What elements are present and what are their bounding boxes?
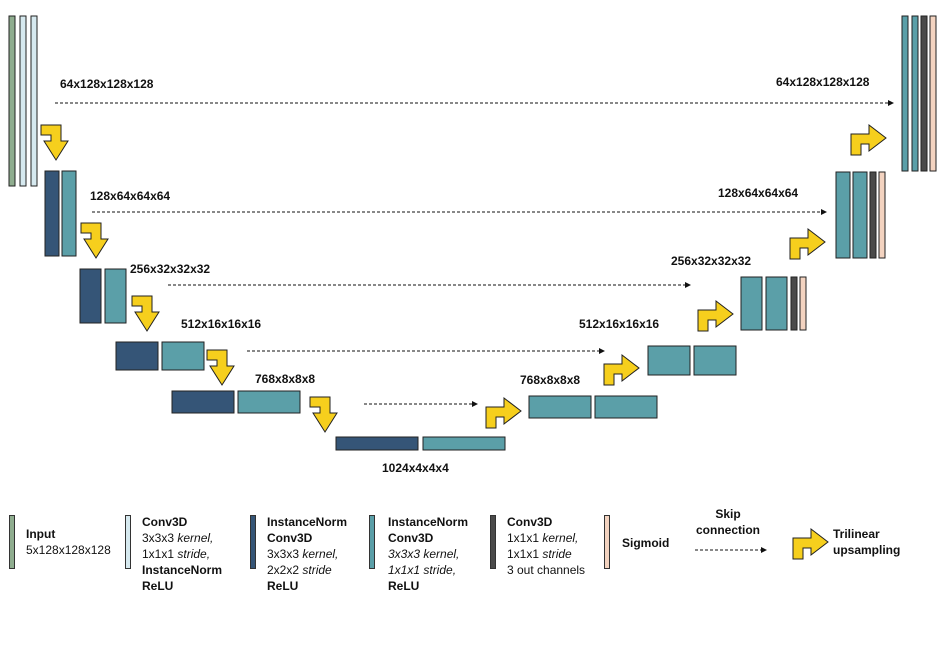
block-bottleneck-conv [422, 436, 506, 451]
size-label-dec4: 512x16x16x16 [579, 317, 660, 331]
legend-final-conv-kernel: 1x1x1 [507, 531, 543, 545]
block-dec4-conv-b [693, 345, 737, 376]
size-label-enc3: 256x32x32x32 [130, 262, 211, 276]
block-bottleneck-down [335, 436, 419, 451]
legend-conv-in-stride-word: stride, [177, 547, 211, 561]
legend-swatch-conv-in-relu [125, 515, 131, 569]
legend-skip: Skip connection [693, 506, 763, 538]
block-enc2-down [44, 170, 60, 257]
size-label-enc2: 128x64x64x64 [90, 189, 171, 203]
legend-upsample-l2: upsampling [833, 543, 901, 557]
block-dec3-conv-a [740, 276, 763, 331]
legend-final-conv-stride-word: stride [542, 547, 572, 561]
legend-inorm-down-l1: InstanceNorm [267, 515, 348, 529]
block-dec5-conv-a [528, 395, 592, 419]
legend-inorm-down: InstanceNorm Conv3D 3x3x3 kernel, 2x2x2 … [267, 514, 347, 594]
block-enc5-down [171, 390, 235, 414]
legend-inorm-conv-l1: InstanceNorm [388, 515, 469, 529]
block-dec3-sigmoid [799, 276, 807, 331]
block-enc3-conv [104, 268, 127, 324]
legend-sigmoid: Sigmoid [622, 535, 669, 551]
legend-conv-in: Conv3D 3x3x3 kernel, 1x1x1 stride, Insta… [142, 514, 222, 594]
size-label-bottleneck: 1024x4x4x4 [382, 461, 449, 475]
legend-conv-in-stride: 1x1x1 [142, 547, 178, 561]
block-enc4-conv [161, 341, 205, 371]
legend-conv-in-kernel: 3x3x3 [142, 531, 178, 545]
legend-swatch-inorm-down [250, 515, 256, 569]
legend-inorm-conv-kernel: 3x3x3 kernel, [388, 547, 460, 561]
upsample-arrow-4 [789, 227, 826, 260]
downsample-arrow-3 [131, 295, 160, 332]
legend-conv-in-title: Conv3D [142, 515, 188, 529]
legend-input-shape: 5x128x128x128 [26, 543, 111, 557]
legend-inorm-conv-l2: Conv3D [388, 531, 434, 545]
legend-inorm-down-l2: Conv3D [267, 531, 313, 545]
legend-upsample-arrow [792, 527, 829, 560]
legend-swatch-final-conv [490, 515, 496, 569]
size-label-enc1: 64x128x128x128 [60, 77, 154, 91]
legend-final-conv-title: Conv3D [507, 515, 553, 529]
legend-input: Input 5x128x128x128 [26, 526, 111, 558]
block-dec2-sigmoid [878, 171, 886, 259]
legend-upsample: Trilinear upsampling [833, 526, 900, 558]
upsample-arrow-5 [850, 123, 887, 156]
legend-inorm-conv-relu: ReLU [388, 579, 420, 593]
block-dec1-conv-a [901, 15, 909, 172]
legend-skip-l1: Skip [715, 507, 741, 521]
block-input [8, 15, 16, 187]
legend-inorm-down-stride-word: stride [302, 563, 332, 577]
legend-skip-l2: connection [695, 523, 760, 537]
downsample-arrow-5 [309, 396, 338, 433]
size-label-enc4: 512x16x16x16 [181, 317, 262, 331]
block-dec4-conv-a [647, 345, 691, 376]
upsample-arrow-3 [697, 299, 734, 332]
legend-swatch-input [9, 515, 15, 569]
block-dec3-conv-b [765, 276, 788, 331]
legend-inorm-down-kernel-word: kernel, [302, 547, 339, 561]
legend-conv-in-kernel-word: kernel, [177, 531, 214, 545]
size-label-dec5: 768x8x8x8 [520, 373, 581, 387]
block-dec1-sigmoid [929, 15, 937, 172]
size-label-dec2: 128x64x64x64 [718, 186, 799, 200]
block-enc3-down [79, 268, 102, 324]
legend-final-conv: Conv3D 1x1x1 kernel, 1x1x1 stride 3 out … [507, 514, 585, 578]
downsample-arrow-4 [206, 349, 235, 386]
legend-conv-in-relu: ReLU [142, 579, 174, 593]
size-label-dec3: 256x32x32x32 [671, 254, 752, 268]
block-dec1-out-conv [920, 15, 928, 172]
size-label-dec1: 64x128x128x128 [776, 75, 870, 89]
legend-inorm-down-stride: 2x2x2 [267, 563, 303, 577]
legend-upsample-l1: Trilinear [833, 527, 880, 541]
block-dec3-out-conv [790, 276, 798, 331]
downsample-arrow-1 [40, 124, 69, 161]
legend-inorm-down-kernel: 3x3x3 [267, 547, 303, 561]
legend-conv-in-norm: InstanceNorm [142, 563, 223, 577]
legend-swatch-inorm-conv [369, 515, 375, 569]
block-enc1-conv-b [30, 15, 38, 187]
block-dec5-conv-b [594, 395, 658, 419]
block-dec2-conv-a [835, 171, 851, 259]
block-enc4-down [115, 341, 159, 371]
block-dec2-out-conv [869, 171, 877, 259]
block-dec1-conv-b [911, 15, 919, 172]
legend-sigmoid-title: Sigmoid [622, 536, 670, 550]
legend-final-conv-stride: 1x1x1 [507, 547, 543, 561]
legend-inorm-conv: InstanceNorm Conv3D 3x3x3 kernel, 1x1x1 … [388, 514, 468, 594]
block-enc5-conv [237, 390, 301, 414]
legend-swatch-sigmoid [604, 515, 610, 569]
size-label-enc5: 768x8x8x8 [255, 372, 316, 386]
block-dec2-conv-b [852, 171, 868, 259]
block-enc2-conv [61, 170, 77, 257]
upsample-arrow-2 [603, 353, 640, 386]
downsample-arrow-2 [80, 222, 109, 259]
legend-final-conv-kernel-word: kernel, [542, 531, 579, 545]
legend-input-title: Input [26, 527, 56, 541]
block-enc1-conv-a [19, 15, 27, 187]
legend-final-conv-out: 3 out channels [507, 563, 586, 577]
legend-inorm-conv-stride: 1x1x1 stride, [388, 563, 457, 577]
upsample-arrow-1 [485, 396, 522, 429]
legend-inorm-down-relu: ReLU [267, 579, 299, 593]
